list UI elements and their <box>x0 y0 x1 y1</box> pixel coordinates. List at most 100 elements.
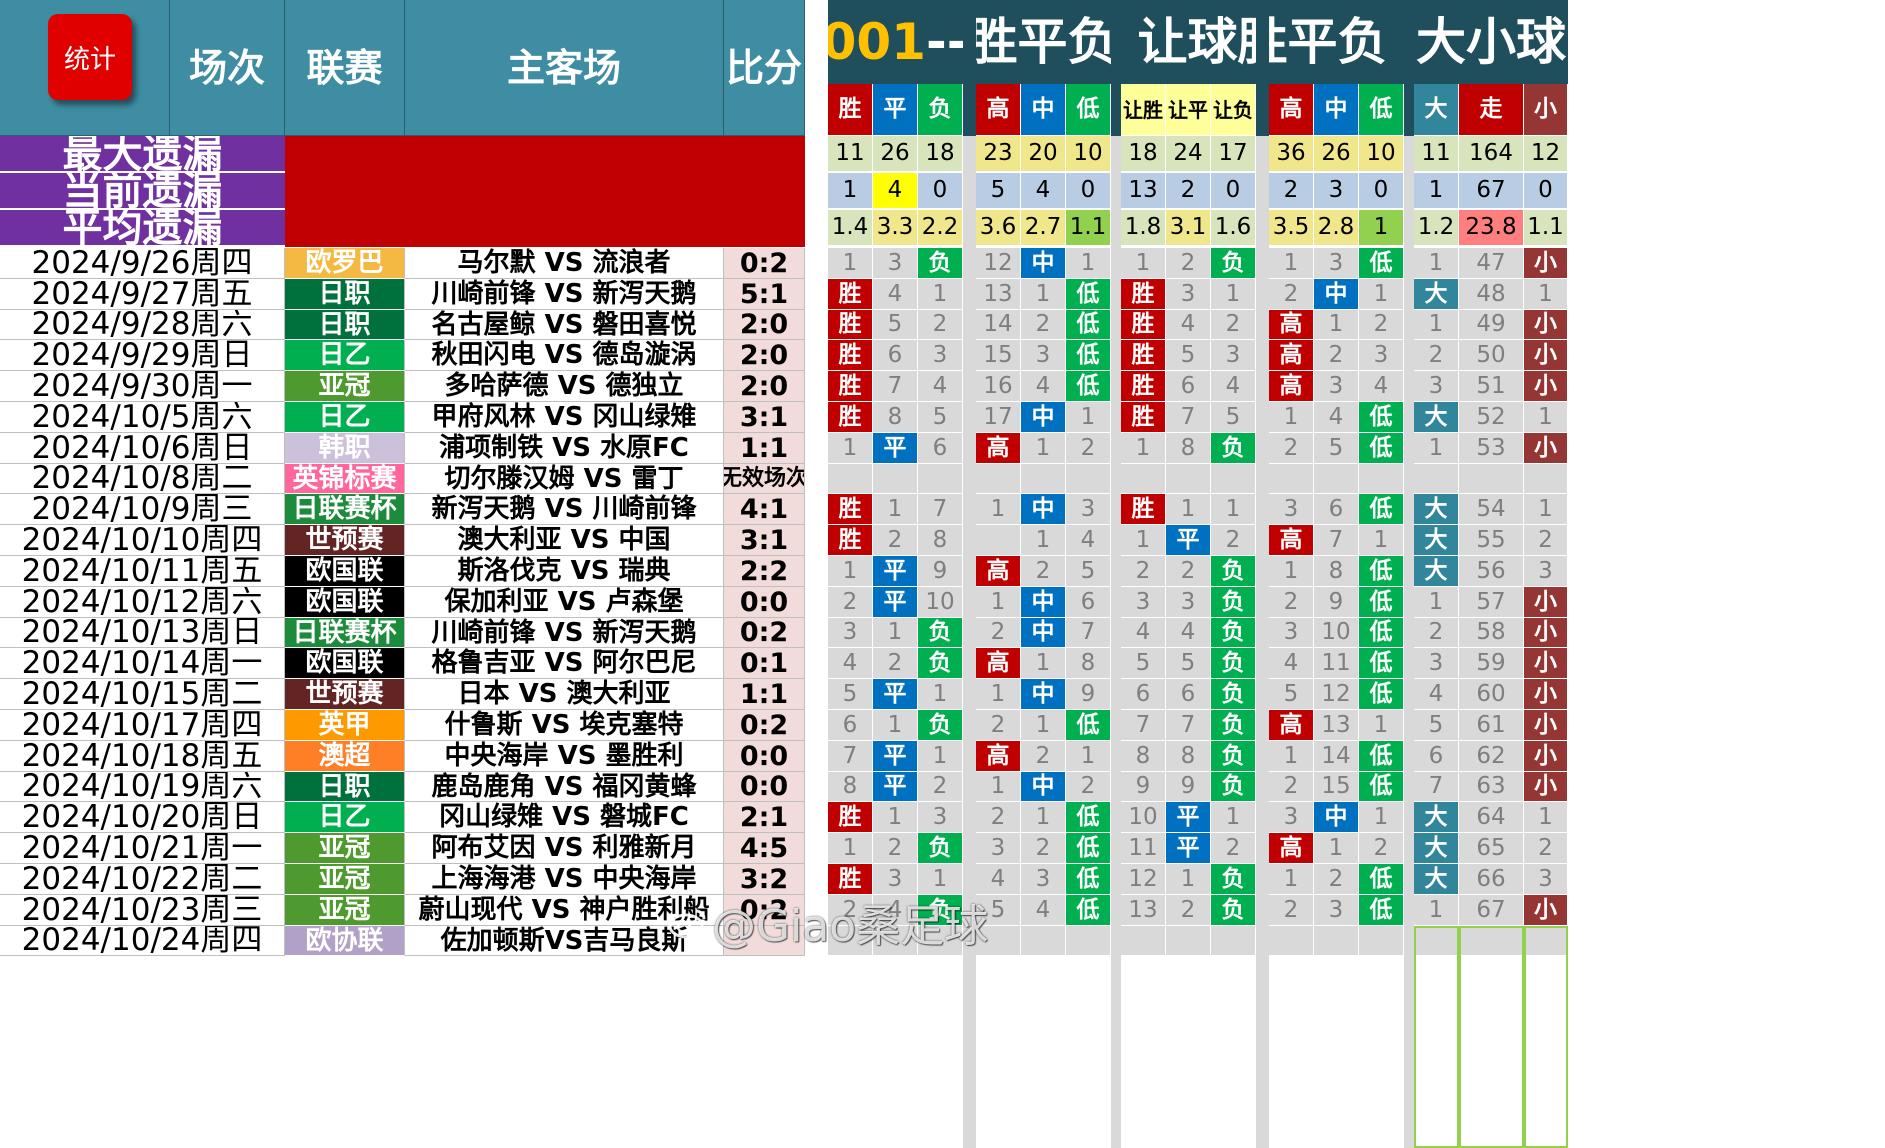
result-cell: 平 <box>1166 802 1211 833</box>
miss-value: 24 <box>1166 136 1211 173</box>
header-score: 比分 <box>724 0 805 136</box>
match-score: 3:2 <box>724 864 805 895</box>
result-cell: 11 <box>1314 648 1359 679</box>
result-cell: 3 <box>828 618 873 648</box>
result-cell: 1 <box>1359 802 1404 833</box>
column-gap <box>1111 136 1121 1148</box>
result-cell <box>976 525 1021 556</box>
row-date: 2024/10/5周六 <box>0 402 285 433</box>
match-score: 1:1 <box>724 433 805 464</box>
result-cell: 11 <box>1121 833 1166 864</box>
result-cell: 高 <box>976 741 1021 772</box>
match-name: 日本 VS 澳大利亚 <box>405 679 724 710</box>
result-cell: 1 <box>1269 248 1314 279</box>
miss-value: 1.1 <box>1524 210 1568 247</box>
result-cell: 5 <box>828 679 873 710</box>
result-cell <box>1021 464 1066 494</box>
match-score: 2:1 <box>724 802 805 833</box>
miss-label: 当前遗漏 <box>0 173 285 210</box>
miss-value: 36 <box>1269 136 1314 173</box>
result-cell: 2 <box>976 710 1021 741</box>
match-name: 秋田闪电 VS 德岛漩涡 <box>405 340 724 371</box>
miss-value: 11 <box>1414 136 1459 173</box>
result-cell <box>1359 464 1404 494</box>
league-badge: 亚冠 <box>285 864 405 895</box>
result-cell: 5 <box>1166 648 1211 679</box>
miss-label: 最大遗漏 <box>0 136 285 173</box>
result-cell: 1 <box>1414 248 1459 279</box>
result-cell: 胜 <box>1121 310 1166 340</box>
row-date: 2024/10/14周一 <box>0 648 285 679</box>
result-cell: 高 <box>976 433 1021 464</box>
result-cell: 3 <box>1211 340 1256 371</box>
result-cell: 2 <box>1211 525 1256 556</box>
result-cell: 10 <box>918 587 963 618</box>
row-date: 2024/9/30周一 <box>0 371 285 402</box>
result-cell: 3 <box>1021 340 1066 371</box>
result-cell: 小 <box>1524 741 1568 772</box>
result-cell: 3 <box>1066 494 1111 525</box>
weibo-icon <box>668 909 706 939</box>
subheader-低: 低 <box>1066 84 1111 136</box>
subheader-走: 走 <box>1459 84 1524 136</box>
result-cell: 1 <box>1211 494 1256 525</box>
match-name: 切尔滕汉姆 VS 雷丁 <box>405 464 724 494</box>
result-cell: 低 <box>1066 710 1111 741</box>
row-date: 2024/10/11周五 <box>0 556 285 587</box>
result-cell: 中 <box>1021 618 1066 648</box>
result-cell: 53 <box>1459 433 1524 464</box>
result-cell: 1 <box>1121 525 1166 556</box>
match-score: 2:0 <box>724 310 805 340</box>
stats-button[interactable]: 统计 <box>48 14 132 100</box>
result-cell: 5 <box>1066 556 1111 587</box>
result-cell: 1 <box>828 833 873 864</box>
result-cell: 大 <box>1414 525 1459 556</box>
miss-value: 3.6 <box>976 210 1021 247</box>
result-cell: 中 <box>1021 494 1066 525</box>
match-score: 0:0 <box>724 741 805 772</box>
league-badge: 亚冠 <box>285 895 405 926</box>
result-cell: 4 <box>1359 371 1404 402</box>
result-cell: 胜 <box>828 802 873 833</box>
result-cell: 5 <box>1121 648 1166 679</box>
result-cell: 8 <box>1166 433 1211 464</box>
result-cell: 2 <box>918 310 963 340</box>
row-date: 2024/10/20周日 <box>0 802 285 833</box>
subheader-负: 负 <box>918 84 963 136</box>
result-cell: 2 <box>1269 772 1314 802</box>
result-cell: 大 <box>1414 402 1459 433</box>
result-cell: 胜 <box>828 279 873 310</box>
subheader-让胜: 让胜 <box>1121 84 1166 136</box>
result-cell: 4 <box>1314 402 1359 433</box>
result-cell: 1 <box>1066 741 1111 772</box>
selected-cell <box>1524 926 1568 1148</box>
result-cell: 47 <box>1459 248 1524 279</box>
result-cell: 低 <box>1359 433 1404 464</box>
result-cell: 负 <box>1211 248 1256 279</box>
result-cell: 2 <box>1524 525 1568 556</box>
match-score: 3:1 <box>724 525 805 556</box>
column-gap <box>963 136 976 1148</box>
result-cell: 7 <box>1166 402 1211 433</box>
result-cell: 9 <box>1314 587 1359 618</box>
result-cell: 1 <box>828 248 873 279</box>
result-cell: 负 <box>1211 587 1256 618</box>
result-cell: 小 <box>1524 710 1568 741</box>
result-cell: 大 <box>1414 864 1459 895</box>
league-badge: 世预赛 <box>285 679 405 710</box>
result-cell: 平 <box>873 772 918 802</box>
match-name: 马尔默 VS 流浪者 <box>405 248 724 279</box>
result-cell <box>1066 464 1111 494</box>
league-badge: 欧国联 <box>285 556 405 587</box>
match-score <box>724 926 805 956</box>
result-cell: 平 <box>873 679 918 710</box>
miss-value: 17 <box>1211 136 1256 173</box>
header-league: 联赛 <box>285 0 405 136</box>
result-cell: 1 <box>1314 310 1359 340</box>
result-cell: 平 <box>873 741 918 772</box>
result-cell: 平 <box>873 556 918 587</box>
result-cell: 1 <box>1021 648 1066 679</box>
result-cell: 6 <box>1166 679 1211 710</box>
result-cell: 2 <box>1269 895 1314 926</box>
miss-value: 11 <box>828 136 873 173</box>
